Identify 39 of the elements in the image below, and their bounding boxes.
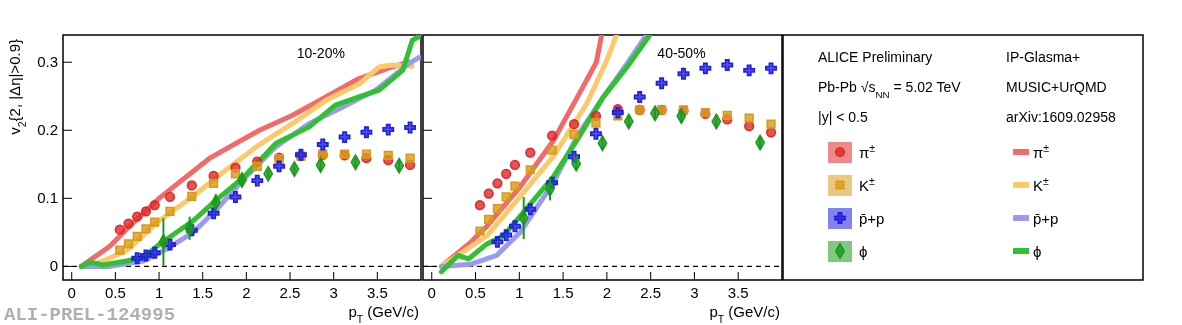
text: arXiv:1609.02958 — [1006, 109, 1116, 125]
annotation: 10-20% — [296, 45, 345, 61]
y-tick-label: 0 — [49, 257, 58, 275]
x-tick-label: 3 — [690, 284, 699, 301]
x-tick-label: 2 — [242, 284, 251, 301]
x-tick-label: 1.5 — [552, 284, 574, 301]
text: ALI-PREL-124995 — [4, 304, 176, 325]
legend-label: ϕ — [1033, 243, 1042, 260]
x-tick-label: 1 — [154, 284, 164, 301]
text: ALICE Preliminary — [818, 49, 933, 65]
text: Pb-Pb √s$_{NN}$ = 5.02 TeV — [818, 79, 962, 100]
x-tick-label: 1.5 — [192, 284, 214, 301]
x-tick-label: 3.5 — [727, 284, 749, 301]
legend-label: ϕ — [859, 243, 868, 260]
x-tick-label: 2.5 — [279, 284, 301, 301]
x-tick-label: 2 — [602, 284, 612, 301]
x-tick-label: 0 — [427, 284, 436, 301]
legend-label: p̄+p — [859, 210, 885, 227]
legend-label: π$^{±}$ — [1033, 142, 1050, 161]
legend-label: K$^{±}$ — [859, 175, 876, 194]
legend-label: p̄+p — [1033, 210, 1059, 227]
y-tick-label: 0.2 — [37, 121, 58, 139]
annotation: 40-50% — [657, 45, 706, 61]
x-axis-title: p$_{T}$ (GeV/c) — [348, 303, 419, 325]
x-tick-label: 3.5 — [366, 284, 388, 301]
x-tick-label: 3 — [329, 284, 338, 301]
x-tick-label: 0.5 — [104, 284, 126, 301]
text: |y| < 0.5 — [818, 109, 868, 125]
legend-label: K$^{±}$ — [1033, 175, 1050, 194]
x-tick-label: 0 — [67, 284, 76, 301]
y-tick-label: 0.1 — [37, 189, 58, 207]
legend-label: π$^{±}$ — [859, 142, 876, 161]
text: IP-Glasma+ — [1006, 49, 1081, 65]
x-axis-title: p$_{T}$ (GeV/c) — [709, 303, 780, 325]
y-tick-label: 0.3 — [37, 53, 58, 71]
x-tick-label: 0.5 — [465, 284, 486, 301]
x-tick-label: 2.5 — [640, 284, 662, 301]
text: MUSIC+UrQMD — [1006, 79, 1107, 95]
x-tick-label: 1 — [515, 284, 524, 301]
